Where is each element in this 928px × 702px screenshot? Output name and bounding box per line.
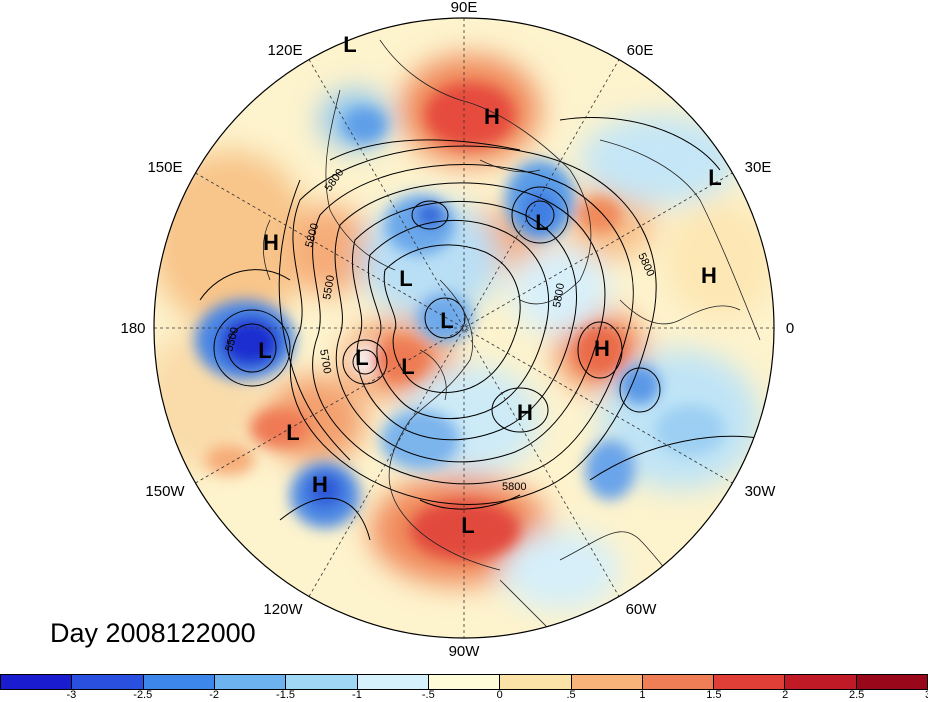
lon-label-150e: 150E <box>147 159 182 176</box>
colorbar-segment <box>856 675 928 689</box>
colorbar <box>0 674 928 690</box>
colorbar-tick-label: -2.5 <box>133 689 153 701</box>
pressure-center-low: L <box>343 32 356 57</box>
pressure-center-high: L <box>286 420 299 445</box>
colorbar-segment <box>72 675 144 689</box>
contour-label: 5500 <box>321 274 337 300</box>
lon-label-30e: 30E <box>745 159 772 176</box>
colorbar-tick-label: 2 <box>782 689 789 701</box>
lon-label-60e: 60E <box>627 42 654 59</box>
lon-label-120e: 120E <box>267 42 302 59</box>
lon-label-60w: 60W <box>626 601 658 618</box>
colorbar-tick-label: -.5 <box>421 689 435 701</box>
pressure-center-low: H <box>312 472 328 497</box>
colorbar-tick-label: 1.5 <box>706 689 722 701</box>
colorbar-segment <box>428 675 501 689</box>
lon-label-120w: 120W <box>263 601 303 618</box>
colorbar-tick-label: 1 <box>639 689 646 701</box>
lon-label-180: 180 <box>120 320 145 337</box>
colorbar-segment <box>785 675 857 689</box>
colorbar-segment <box>1 675 73 689</box>
pressure-center-high: H <box>594 336 610 361</box>
colorbar-tick-label: 0 <box>496 689 503 701</box>
colorbar-segment <box>714 675 786 689</box>
colorbar-segment <box>357 675 429 689</box>
lon-label-0: 0 <box>786 320 794 337</box>
colorbar-tick-label: 2.5 <box>848 689 865 701</box>
day-title: Day 2008122000 <box>50 618 256 648</box>
pressure-center-low: L <box>399 266 412 291</box>
colorbar-segment <box>286 675 358 689</box>
colorbar-tick-label: -2 <box>209 689 220 701</box>
pressure-center-low: L <box>355 345 368 370</box>
colorbar-segment <box>214 675 287 689</box>
colorbar-segment <box>500 675 572 689</box>
graticule <box>154 18 774 638</box>
pressure-center-high: L <box>461 513 474 538</box>
pressure-center-low: L <box>440 308 453 333</box>
lon-label-90w: 90W <box>449 643 481 660</box>
map-border <box>153 17 775 639</box>
colorbar-tick-label: -3 <box>66 689 77 701</box>
contour-label: 5700 <box>317 348 333 374</box>
pressure-center-high: H <box>701 263 717 288</box>
contour-label: 5800 <box>502 481 526 493</box>
lon-label-90e: 90E <box>451 0 478 16</box>
pressure-center-high: L <box>401 354 414 379</box>
pressure-center-low: H <box>517 400 533 425</box>
colorbar-segment <box>642 675 715 689</box>
contour-label: 5800 <box>551 282 567 308</box>
colorbar-tick-label: .5 <box>566 689 576 701</box>
colorbar-segment <box>143 675 215 689</box>
pressure-centers: L H L L H L H L L L L H H L H L H <box>258 32 721 538</box>
pressure-center-low: L <box>708 165 721 190</box>
pressure-center-low: L <box>535 210 548 235</box>
lon-label-150w: 150W <box>145 483 185 500</box>
colorbar-labels: -3 -2.5 -2 -1.5 -1 -.5 0 .5 1 1.5 2 2.5 3 <box>0 689 928 702</box>
colorbar-tick-label: 3 <box>925 689 928 701</box>
colorbar-tick-label: -1 <box>352 689 362 701</box>
height-contours <box>199 117 771 541</box>
pressure-center-high: H <box>263 230 279 255</box>
colorbar-segment <box>571 675 643 689</box>
lon-label-30w: 30W <box>745 483 777 500</box>
colorbar-tick-label: -1.5 <box>276 689 296 701</box>
longitude-labels: 90E 60E 30E 0 30W 60W 90W 120W 150W 180 … <box>120 0 794 660</box>
pressure-center-low: L <box>258 338 271 363</box>
pressure-center-high: H <box>484 104 500 129</box>
